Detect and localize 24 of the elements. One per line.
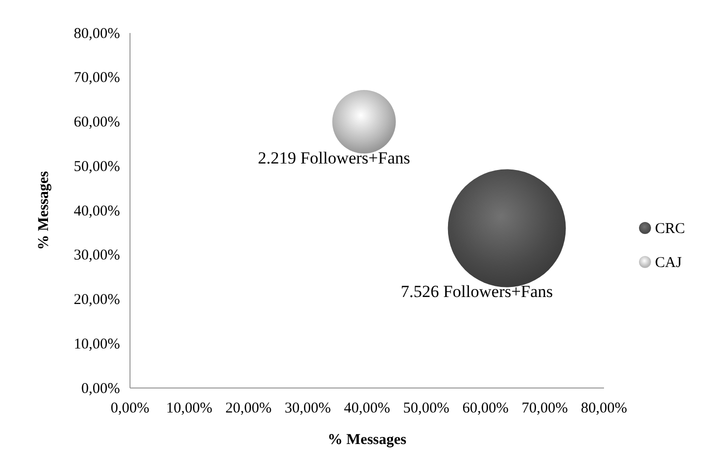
x-tick-label: 40,00% — [344, 400, 390, 417]
x-tick-label: 10,00% — [166, 400, 212, 417]
x-tick-label: 30,00% — [284, 400, 331, 417]
y-tick-label: 70,00% — [74, 70, 120, 86]
x-tick-label: 60,00% — [462, 400, 509, 417]
annotation: 7.526 Followers+Fans — [400, 282, 553, 302]
y-tick-label: 30,00% — [74, 248, 120, 264]
y-tick-label: 0,00% — [81, 380, 120, 397]
y-tick-label: 80,00% — [74, 26, 120, 42]
legend-label: CAJ — [655, 255, 682, 271]
y-axis-title: % Messages — [36, 170, 52, 250]
y-tick-label: 20,00% — [74, 292, 120, 308]
x-axis-title: % Messages — [328, 432, 407, 448]
y-tick-label: 40,00% — [74, 203, 120, 220]
x-tick-label: 0,00% — [110, 400, 150, 417]
y-tick-label: 60,00% — [74, 114, 120, 131]
x-tick-label: 80,00% — [580, 400, 628, 417]
annotation: 2.219 Followers+Fans — [258, 148, 410, 168]
x-tick-label: 70,00% — [522, 400, 568, 417]
x-tick-label: 20,00% — [225, 400, 272, 417]
y-tick-label: 10,00% — [74, 336, 120, 352]
x-tick-label: 50,00% — [403, 400, 450, 417]
legend-label: CRC — [655, 221, 686, 237]
y-tick-label: 50,00% — [74, 158, 120, 175]
